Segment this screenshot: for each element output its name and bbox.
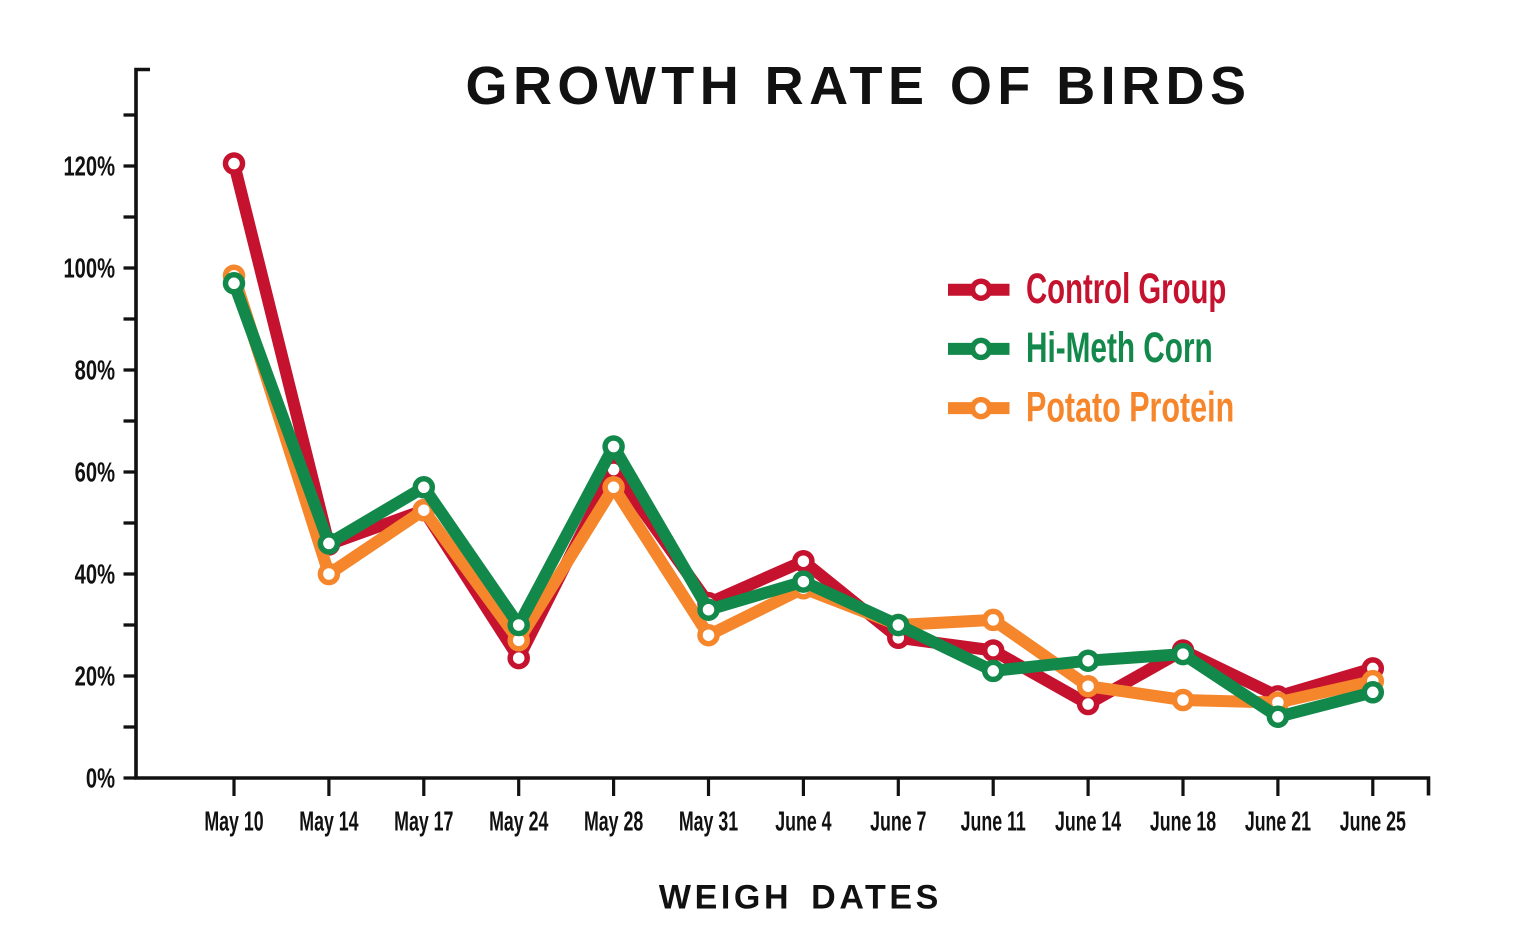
svg-text:June 14: June 14 xyxy=(1055,805,1121,836)
svg-text:Hi-Meth Corn: Hi-Meth Corn xyxy=(1026,324,1213,372)
svg-text:June 18: June 18 xyxy=(1150,805,1216,836)
svg-text:Control Group: Control Group xyxy=(1026,265,1226,313)
svg-text:May 17: May 17 xyxy=(394,805,453,836)
svg-text:40%: 40% xyxy=(75,559,116,590)
svg-text:GROWTH RATE OF BIRDS: GROWTH RATE OF BIRDS xyxy=(466,56,1252,116)
svg-text:June 4: June 4 xyxy=(775,805,831,836)
svg-text:80%: 80% xyxy=(75,355,116,386)
svg-text:May 28: May 28 xyxy=(584,805,643,836)
svg-text:20%: 20% xyxy=(75,661,116,692)
svg-text:120%: 120% xyxy=(63,151,115,182)
svg-text:60%: 60% xyxy=(75,457,116,488)
svg-text:June 21: June 21 xyxy=(1245,805,1311,836)
svg-text:May 31: May 31 xyxy=(679,805,738,836)
svg-text:May 14: May 14 xyxy=(299,805,358,836)
svg-text:May 24: May 24 xyxy=(489,805,548,836)
svg-text:June 7: June 7 xyxy=(870,805,926,836)
svg-text:WEIGH DATES: WEIGH DATES xyxy=(659,879,942,917)
svg-text:June 25: June 25 xyxy=(1340,805,1406,836)
svg-text:100%: 100% xyxy=(63,253,115,284)
svg-text:Potato Protein: Potato Protein xyxy=(1026,383,1234,430)
svg-text:0%: 0% xyxy=(86,763,115,794)
svg-text:May 10: May 10 xyxy=(204,805,263,836)
svg-text:June 11: June 11 xyxy=(961,805,1026,836)
